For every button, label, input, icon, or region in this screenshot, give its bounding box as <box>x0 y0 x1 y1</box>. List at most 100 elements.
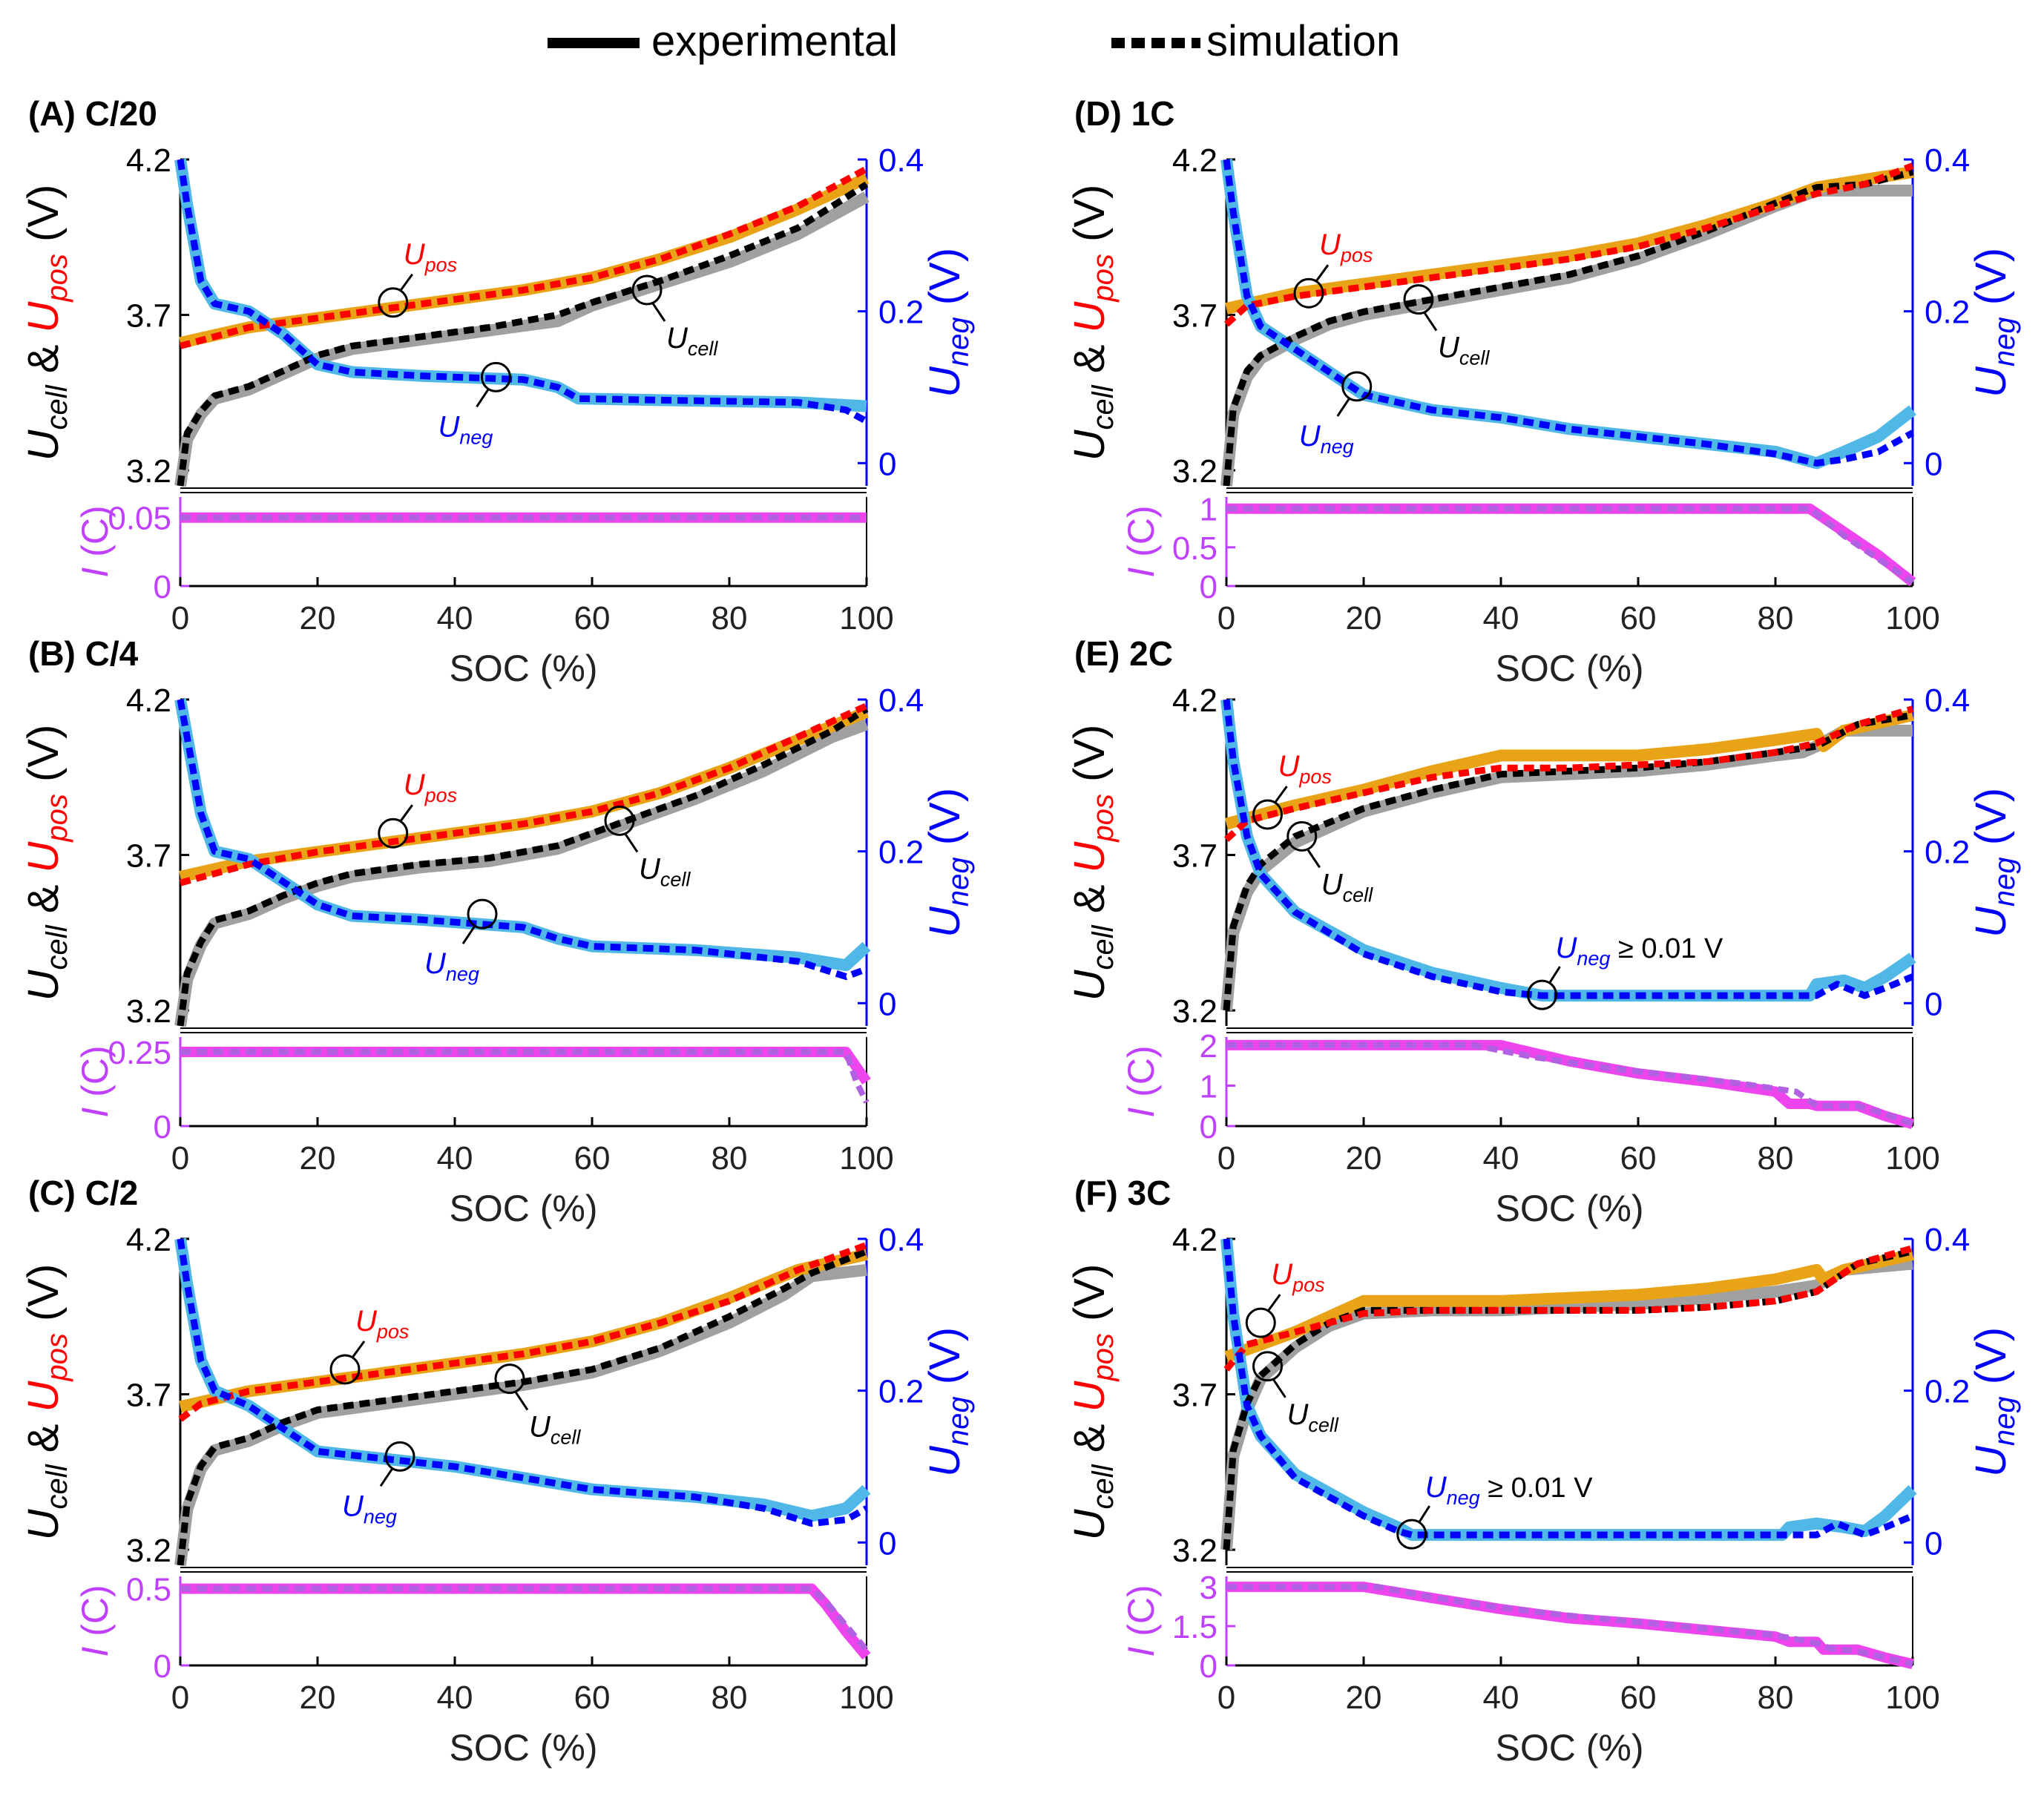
ylabel-neg: U <box>921 366 969 398</box>
series-upos-simulation <box>179 703 868 886</box>
current-axis-label: I (C) <box>74 505 116 577</box>
panel-c: (C) C/24.23.73.20.40.200.500 20 40 60 80 100S… <box>19 1174 975 1769</box>
ylabel-neg-unit: (V) <box>921 248 969 317</box>
x-tick-label: 20 <box>1346 1680 1382 1716</box>
right-tick-label: 0.2 <box>878 835 924 871</box>
annotation-pos-label-sub: pos <box>1340 244 1373 266</box>
series-current-experimental <box>180 1583 871 1660</box>
x-axis-label: SOC (%) <box>1496 1188 1644 1229</box>
ylabel-unit: (V) <box>1065 185 1114 254</box>
series-uneg-simulation <box>1223 159 1915 467</box>
annotation-neg-label-main: U <box>1425 1471 1447 1504</box>
series-upos-experimental <box>179 172 870 349</box>
panel-rate: 2C <box>1129 634 1173 673</box>
annotation-neg-label-main: U <box>1299 420 1321 453</box>
annotation-neg-label-sub: neg <box>364 1505 397 1527</box>
right-tick-label: 0 <box>1925 1525 1942 1562</box>
x-tick-label: 60 <box>1620 1680 1657 1716</box>
x-tick-label: 100 <box>839 1680 893 1716</box>
ylabel-cur: I <box>1120 567 1162 578</box>
right-tick-label: 0.2 <box>1925 295 1970 331</box>
annotation-cell-leader <box>514 1391 529 1411</box>
annotation-neg-label-sub: neg <box>1447 1487 1480 1509</box>
left-tick-label: 3.7 <box>1172 298 1217 335</box>
ylabel-cur-unit: (C) <box>1120 1045 1162 1107</box>
annotation-cell-circle <box>1286 820 1318 852</box>
annotation-neg-label-main: U <box>424 947 447 980</box>
right-tick-label: 0.4 <box>878 1222 924 1258</box>
current-tick-label: 0 <box>1200 1648 1217 1685</box>
ylabel-cur: I <box>74 567 116 578</box>
ylabel-amp: & <box>1065 332 1114 385</box>
series-uneg-simulation <box>177 699 868 980</box>
x-tick-label: 100 <box>839 1140 893 1177</box>
left-tick-label: 4.2 <box>1172 142 1217 179</box>
annotation-cell-label: Ucell <box>529 1411 581 1449</box>
left-tick-label: 4.2 <box>126 682 171 719</box>
ylabel-cur-unit: (C) <box>1120 1585 1162 1646</box>
annotation-neg-label-sub: neg <box>459 426 493 448</box>
annotation-neg-label-main: U <box>1556 932 1578 964</box>
left-axis-label: Ucell & Upos (V) <box>1065 1264 1120 1541</box>
annotation-neg-leader <box>379 1467 394 1487</box>
annotation-pos-circle <box>378 817 409 849</box>
ylabel-pos: U <box>1065 300 1114 332</box>
current-tick-label: 0 <box>154 569 171 605</box>
left-tick-label: 3.7 <box>126 298 171 335</box>
x-tick-label: 60 <box>574 600 611 636</box>
ylabel-neg-unit: (V) <box>921 1327 969 1396</box>
ylabel-neg-sub: neg <box>1988 1396 2021 1446</box>
annotation-neg-circle <box>1341 371 1373 402</box>
annotation-cell-label-main: U <box>1438 332 1460 364</box>
annotation-pos-label-sub: pos <box>1298 766 1332 788</box>
x-tick-label: 60 <box>1620 1140 1657 1177</box>
annotation-cell-label-main: U <box>529 1411 551 1444</box>
series-ucell-simulation <box>1223 711 1913 1011</box>
ylabel-pos-sub: pos <box>1087 1333 1120 1382</box>
annotation-neg-leader <box>1336 398 1350 417</box>
x-tick-label: 40 <box>437 600 473 636</box>
left-axis-label: Ucell & Upos (V) <box>19 185 73 461</box>
annotation-pos-label: Upos <box>1319 228 1373 266</box>
ylabel-cell-sub: cell <box>1087 924 1120 970</box>
current-tick-label: 1 <box>1200 1068 1217 1105</box>
annotation-neg-circle <box>384 1441 415 1472</box>
annotation-pos-label-sub: pos <box>376 1320 410 1343</box>
left-tick-label: 3.2 <box>1172 453 1217 490</box>
right-tick-label: 0 <box>1925 986 1942 1022</box>
panel-rate: 1C <box>1131 94 1175 133</box>
left-tick-label: 4.2 <box>1172 1222 1217 1258</box>
series-upos-simulation <box>1223 1245 1914 1372</box>
series-upos-experimental <box>1224 1248 1914 1363</box>
ylabel-neg: U <box>921 1445 969 1477</box>
series-uneg-simulation <box>1223 1238 1914 1539</box>
series-uneg-simulation <box>177 1238 869 1527</box>
current-tick-label: 0 <box>1200 1109 1217 1145</box>
panel-letter: (A) <box>28 94 85 133</box>
annotation-cell-label-sub: cell <box>551 1427 582 1449</box>
annotation-pos-circle <box>1245 1307 1276 1338</box>
annotation-neg-leader <box>476 388 490 408</box>
current-tick-label: 0.05 <box>108 501 171 537</box>
ylabel-neg-sub: neg <box>942 317 975 366</box>
ylabel-pos: U <box>1065 840 1114 872</box>
annotation-cell-circle <box>1252 1351 1283 1382</box>
current-tick-label: 3 <box>1200 1570 1217 1606</box>
ylabel-cell: U <box>1065 969 1114 1001</box>
ylabel-amp: & <box>19 1412 68 1464</box>
annotation-neg-leader <box>1548 966 1561 984</box>
ylabel-neg: U <box>1967 1445 2015 1477</box>
annotation-neg-circle <box>467 898 498 930</box>
left-tick-label: 3.2 <box>1172 1533 1217 1569</box>
ylabel-neg-unit: (V) <box>921 788 969 857</box>
ylabel-neg-unit: (V) <box>1967 788 2015 857</box>
panel-rate: C/20 <box>85 94 157 133</box>
right-tick-label: 0.2 <box>1925 1374 1970 1410</box>
annotation-cell-label-main: U <box>666 322 689 355</box>
right-tick-label: 0.4 <box>1925 682 1970 719</box>
annotation-pos-label: Upos <box>355 1305 409 1343</box>
annotation-pos-label-main: U <box>355 1305 378 1338</box>
annotation-pos-leader <box>1274 786 1288 803</box>
